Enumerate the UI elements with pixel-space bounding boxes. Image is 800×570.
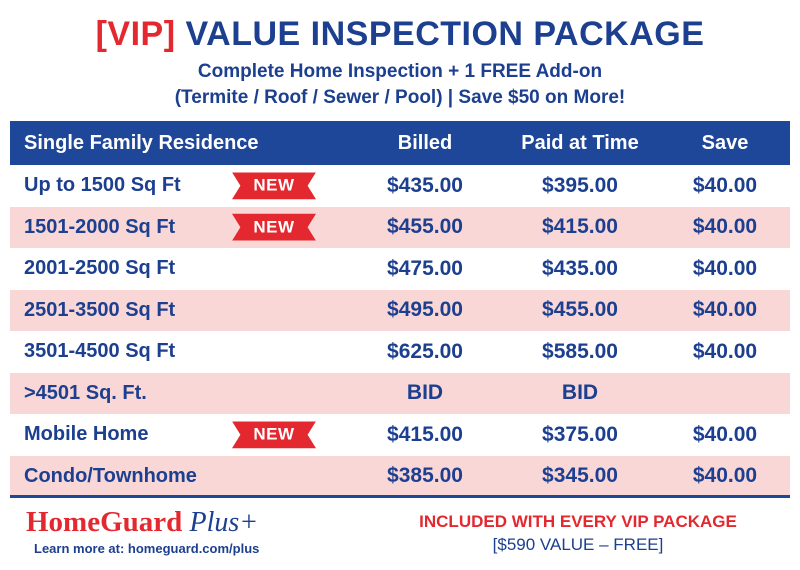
- row-label-text: Up to 1500 Sq Ft: [24, 174, 181, 197]
- table-row: Condo/Townhome $385.00 $345.00 $40.00: [10, 455, 790, 498]
- header-residence: Single Family Residence: [24, 131, 259, 154]
- table-row: Up to 1500 Sq Ft NEW $435.00 $395.00 $40.00: [10, 165, 790, 207]
- paid-price: $375.00: [542, 422, 618, 446]
- value-text: [$590 VALUE – FREE]: [492, 535, 664, 554]
- row-label: >4501 Sq. Ft.: [10, 373, 350, 415]
- paid-price: $415.00: [542, 215, 618, 239]
- save-amount: $40.00: [692, 215, 758, 239]
- paid-price: $435.00: [542, 256, 618, 280]
- header-save: Save: [701, 131, 749, 154]
- billed-price: $475.00: [387, 256, 463, 280]
- billed-price: BID: [406, 381, 444, 405]
- table-row: Mobile Home NEW $415.00 $375.00 $40.00: [10, 414, 790, 456]
- row-label-text: Condo/Townhome: [24, 464, 197, 487]
- new-badge: NEW: [232, 213, 316, 241]
- new-badge: NEW: [232, 421, 316, 449]
- row-label: 3501-4500 Sq Ft: [10, 331, 350, 373]
- subtitle-line-1: Complete Home Inspection + 1 FREE Add-on: [197, 61, 603, 82]
- divider: [10, 495, 790, 498]
- row-label-text: 3501-4500 Sq Ft: [24, 340, 176, 363]
- row-label-text: Mobile Home: [24, 423, 149, 446]
- billed-price: $435.00: [387, 173, 463, 197]
- row-label: 2501-3500 Sq Ft: [10, 290, 350, 332]
- logo-main: HomeGuard: [26, 506, 183, 538]
- table-body: Up to 1500 Sq Ft NEW $435.00 $395.00 $40.00 1…: [10, 165, 790, 497]
- row-label: 1501-2000 Sq Ft NEW: [10, 207, 350, 249]
- table-row: 2001-2500 Sq Ft $475.00 $435.00 $40.00: [10, 248, 790, 290]
- learn-more-text: Learn more at: homeguard.com/plus: [34, 541, 260, 556]
- row-label-text: 1501-2000 Sq Ft: [24, 215, 176, 238]
- table-header: Single Family Residence Billed Paid at T…: [10, 121, 790, 165]
- save-amount: $40.00: [692, 256, 758, 280]
- logo-plus: Plus+: [189, 507, 259, 538]
- save-amount: $40.00: [692, 464, 758, 488]
- table-row: >4501 Sq. Ft. BID BID: [10, 372, 790, 415]
- vip-tag: [VIP]: [95, 15, 176, 53]
- row-label: Condo/Townhome: [10, 456, 350, 498]
- save-amount: $40.00: [692, 339, 758, 363]
- row-label-text: 2501-3500 Sq Ft: [24, 298, 176, 321]
- paid-price: $585.00: [542, 339, 618, 363]
- homeguard-logo: HomeGuard Plus+: [26, 505, 258, 540]
- billed-price: $455.00: [387, 215, 463, 239]
- billed-price: $415.00: [387, 422, 463, 446]
- header-billed: Billed: [397, 131, 453, 154]
- billed-price: $385.00: [387, 464, 463, 488]
- row-label: 2001-2500 Sq Ft: [10, 248, 350, 290]
- table-row: 1501-2000 Sq Ft NEW $455.00 $415.00 $40.00: [10, 206, 790, 249]
- paid-price: $345.00: [542, 464, 618, 488]
- included-text: INCLUDED WITH EVERY VIP PACKAGE: [419, 512, 737, 531]
- pricing-table: Single Family Residence Billed Paid at T…: [10, 121, 790, 497]
- save-amount: $40.00: [692, 173, 758, 197]
- page-title: [VIP] VALUE INSPECTION PACKAGE: [0, 14, 800, 54]
- paid-price: $395.00: [542, 173, 618, 197]
- row-label-text: >4501 Sq. Ft.: [24, 381, 147, 404]
- billed-price: $625.00: [387, 339, 463, 363]
- subtitle-line-2: (Termite / Roof / Sewer / Pool) | Save $…: [174, 87, 626, 108]
- new-badge: NEW: [232, 172, 316, 200]
- save-amount: $40.00: [692, 422, 758, 446]
- row-label: Mobile Home NEW: [10, 414, 350, 456]
- paid-price: $455.00: [542, 298, 618, 322]
- header-paid: Paid at Time: [521, 131, 639, 154]
- row-label-text: 2001-2500 Sq Ft: [24, 257, 176, 280]
- billed-price: $495.00: [387, 298, 463, 322]
- paid-price: BID: [561, 381, 599, 405]
- row-label: Up to 1500 Sq Ft NEW: [10, 165, 350, 207]
- save-amount: $40.00: [692, 298, 758, 322]
- title-text: VALUE INSPECTION PACKAGE: [185, 15, 705, 53]
- table-row: 3501-4500 Sq Ft $625.00 $585.00 $40.00: [10, 331, 790, 373]
- table-row: 2501-3500 Sq Ft $495.00 $455.00 $40.00: [10, 289, 790, 332]
